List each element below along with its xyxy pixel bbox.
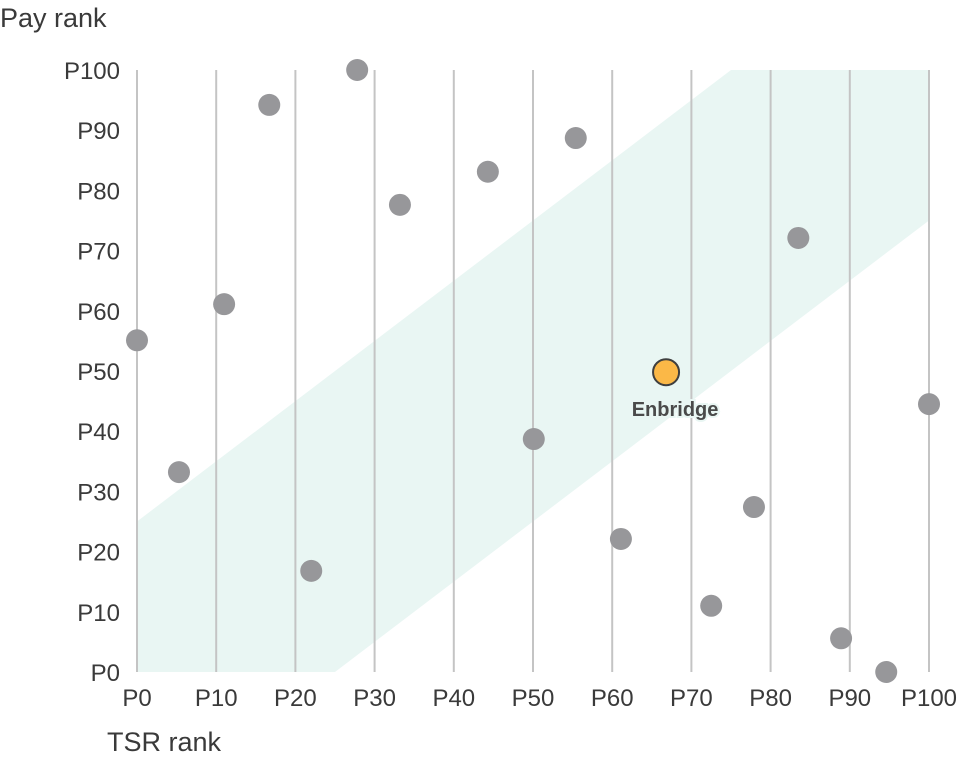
y-tick-label: P70 bbox=[77, 239, 120, 266]
peer-point bbox=[167, 461, 190, 484]
y-tick-labels: P0 P10 P20 P30 P40 P50 P60 P70 P80 P90 P100 bbox=[64, 58, 120, 687]
y-tick-label: P90 bbox=[77, 118, 120, 145]
x-tick-label: P30 bbox=[353, 685, 396, 712]
x-tick-label: P10 bbox=[195, 685, 238, 712]
y-tick-label: P30 bbox=[77, 479, 120, 506]
x-tick-label: P80 bbox=[749, 685, 792, 712]
y-tick-label: P100 bbox=[64, 58, 120, 85]
y-tick-label: P60 bbox=[77, 299, 120, 326]
x-tick-label: P20 bbox=[274, 685, 317, 712]
peer-point bbox=[742, 496, 765, 519]
x-tick-label: P50 bbox=[512, 685, 555, 712]
x-tick-label: P60 bbox=[591, 685, 634, 712]
peer-point bbox=[564, 127, 587, 150]
peer-point bbox=[476, 160, 499, 183]
grid-lines bbox=[136, 70, 930, 672]
peer-point bbox=[522, 428, 545, 451]
y-tick-label: P80 bbox=[77, 178, 120, 205]
x-tick-label: P40 bbox=[432, 685, 475, 712]
y-tick-label: P40 bbox=[77, 419, 120, 446]
peer-point bbox=[213, 293, 236, 316]
peer-point bbox=[918, 393, 940, 416]
y-tick-label: P50 bbox=[77, 359, 120, 386]
peer-point bbox=[300, 559, 323, 582]
y-axis-title: Pay rank bbox=[0, 3, 107, 33]
y-tick-label: P20 bbox=[77, 540, 120, 567]
data-points: Enbridge bbox=[126, 59, 940, 683]
x-tick-label: P100 bbox=[901, 685, 957, 712]
y-tick-label: P10 bbox=[77, 600, 120, 627]
peer-point bbox=[258, 93, 281, 116]
x-tick-labels: P0 P10 P20 P30 P40 P50 P60 P70 P80 P90 P100 bbox=[122, 685, 957, 712]
x-tick-label: P70 bbox=[670, 685, 713, 712]
peer-point bbox=[830, 627, 853, 650]
peer-point bbox=[609, 527, 632, 550]
enbridge-point bbox=[652, 358, 681, 387]
x-tick-label: P0 bbox=[122, 685, 151, 712]
enbridge-label: Enbridge bbox=[632, 399, 719, 421]
peer-point bbox=[700, 594, 723, 617]
peer-point bbox=[875, 661, 898, 683]
peer-point bbox=[126, 329, 148, 352]
peer-point bbox=[346, 59, 369, 81]
x-tick-label: P90 bbox=[828, 685, 871, 712]
y-tick-label: P0 bbox=[91, 660, 120, 687]
peer-point bbox=[388, 193, 411, 216]
peer-point bbox=[787, 226, 810, 249]
x-axis-title: TSR rank bbox=[107, 727, 222, 757]
